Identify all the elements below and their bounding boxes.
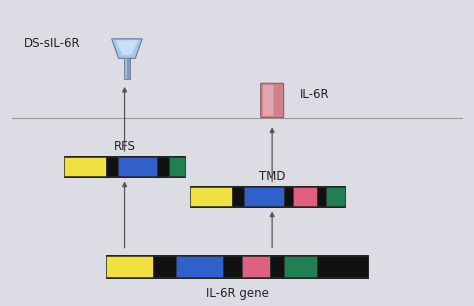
Bar	[106, 256, 153, 277]
Text: RFS: RFS	[114, 140, 136, 153]
Bar	[317, 256, 368, 277]
Bar	[169, 157, 185, 177]
FancyBboxPatch shape	[263, 85, 273, 116]
Bar	[64, 156, 185, 177]
Bar	[176, 256, 223, 277]
Bar	[232, 187, 244, 207]
Bar	[317, 187, 326, 207]
Bar	[124, 58, 130, 79]
Bar	[284, 187, 293, 207]
Bar	[270, 256, 284, 277]
Bar	[223, 256, 242, 277]
Bar	[284, 256, 317, 277]
Bar	[293, 187, 317, 207]
Bar	[190, 187, 232, 207]
Bar	[242, 256, 270, 277]
Bar	[153, 256, 176, 277]
Bar	[190, 186, 345, 207]
Bar	[64, 157, 106, 177]
Polygon shape	[116, 40, 138, 55]
Bar	[157, 157, 169, 177]
Text: TMD: TMD	[259, 170, 285, 183]
Bar	[106, 157, 118, 177]
Text: DS-sIL-6R: DS-sIL-6R	[23, 37, 80, 50]
FancyBboxPatch shape	[261, 83, 283, 118]
Text: IL-6R gene: IL-6R gene	[206, 287, 268, 300]
Bar	[326, 187, 345, 207]
Polygon shape	[112, 39, 142, 58]
Text: IL-6R: IL-6R	[300, 88, 330, 101]
Bar	[244, 187, 284, 207]
Bar	[125, 58, 128, 79]
Bar	[118, 157, 157, 177]
Bar	[106, 255, 368, 278]
